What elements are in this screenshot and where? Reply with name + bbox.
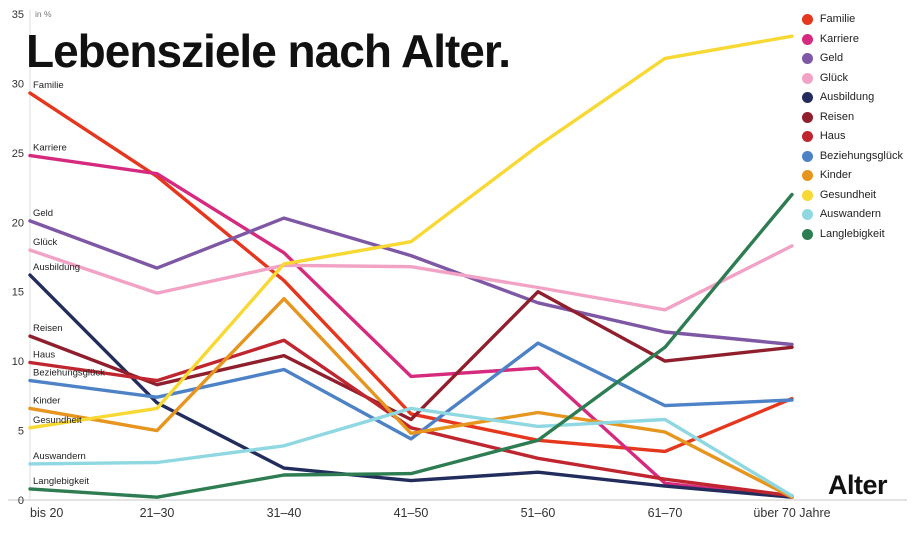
legend-item-auswandern: Auswandern	[801, 208, 903, 220]
legend-item-reisen: Reisen	[801, 110, 903, 123]
legend-item-familie: Familie	[801, 13, 903, 25]
legend-swatch-icon	[801, 170, 813, 181]
legend-label: Beziehungsglück	[819, 149, 903, 162]
y-axis-unit-label: in %	[35, 9, 52, 19]
y-tick-label: 5	[18, 426, 24, 438]
series-start-label-ausbildung: Ausbildung	[33, 262, 80, 273]
legend-item-langlebigkeit: Langlebigkeit	[801, 227, 903, 240]
series-start-label-geld: Geld	[33, 208, 53, 219]
series-start-label-kinder: Kinder	[33, 395, 60, 406]
series-start-label-gesundheit: Gesundheit	[33, 415, 82, 426]
y-tick-label: 35	[12, 9, 24, 21]
series-start-label-reisen: Reisen	[33, 323, 63, 334]
series-line-langlebigkeit	[28, 192, 794, 499]
legend-swatch-icon	[801, 150, 813, 162]
legend-label: Haus	[819, 130, 846, 142]
legend-swatch-icon	[801, 92, 813, 103]
series-line-gl-ck	[28, 244, 794, 312]
series-start-label-familie: Familie	[33, 80, 64, 91]
legend-swatch-icon	[801, 131, 813, 142]
y-tick-label: 15	[12, 287, 24, 299]
legend-label: Langlebigkeit	[819, 227, 885, 240]
series-start-label-karriere: Karriere	[33, 143, 67, 154]
series-line-auswandern	[28, 406, 794, 498]
x-tick-label: 61–70	[648, 506, 683, 520]
legend-item-gl-ck: Glück	[801, 71, 903, 84]
legend-label: Familie	[819, 13, 856, 25]
series-start-label-gl-ck: Glück	[33, 237, 58, 248]
legend-label: Gesundheit	[819, 188, 877, 201]
legend-item-gesundheit: Gesundheit	[801, 188, 903, 201]
page-title: Lebensziele nach Alter.	[26, 25, 511, 77]
series-line-beziehungsgl-ck	[28, 341, 794, 441]
legend-label: Kinder	[819, 169, 852, 181]
legend-label: Auswandern	[819, 208, 881, 220]
x-tick-label: bis 20	[30, 506, 63, 520]
legend-swatch-icon	[801, 53, 813, 64]
x-tick-label: 41–50	[394, 506, 429, 520]
series-line-reisen	[28, 290, 794, 422]
series-line-geld	[28, 216, 794, 347]
series-start-label-haus: Haus	[33, 350, 55, 361]
series-start-label-auswandern: Auswandern	[33, 451, 86, 462]
legend-swatch-icon	[801, 189, 813, 201]
legend-label: Geld	[819, 52, 844, 64]
legend-item-geld: Geld	[801, 52, 903, 64]
legend-item-haus: Haus	[801, 130, 903, 142]
x-tick-label: 31–40	[267, 506, 302, 520]
series-line-ausbildung	[28, 273, 794, 499]
legend-label: Ausbildung	[819, 91, 875, 103]
y-tick-label: 25	[12, 148, 24, 160]
y-tick-label: 20	[12, 217, 24, 229]
series-start-label-beziehungsgl-ck: Beziehungsglück	[33, 368, 105, 379]
series-line-kinder	[28, 297, 794, 499]
x-tick-label: 51–60	[521, 506, 556, 520]
series-line-gesundheit	[28, 34, 794, 430]
legend-item-beziehungsgl-ck: Beziehungsglück	[801, 149, 903, 162]
y-tick-label: 10	[12, 356, 24, 368]
y-tick-label: 30	[12, 78, 24, 90]
y-tick-label: 0	[18, 495, 24, 507]
legend: Familie Karriere Geld Glück Ausbildung Reisen…	[801, 13, 903, 240]
x-tick-label: über 70 Jahre	[753, 506, 830, 520]
legend-swatch-icon	[801, 14, 813, 25]
legend-item-ausbildung: Ausbildung	[801, 91, 903, 103]
x-tick-label: 21–30	[140, 506, 175, 520]
legend-item-kinder: Kinder	[801, 169, 903, 181]
series-line-haus	[28, 338, 794, 498]
legend-swatch-icon	[801, 111, 813, 123]
legend-swatch-icon	[801, 72, 813, 84]
legend-item-karriere: Karriere	[801, 32, 903, 45]
series-start-label-langlebigkeit: Langlebigkeit	[33, 476, 89, 487]
legend-label: Glück	[819, 71, 848, 84]
legend-swatch-icon	[801, 209, 813, 220]
legend-swatch-icon	[801, 228, 813, 240]
legend-label: Karriere	[819, 32, 859, 45]
legend-swatch-icon	[801, 33, 813, 45]
legend-label: Reisen	[819, 110, 855, 123]
series-line-familie	[28, 91, 794, 454]
x-axis-title: Alter	[827, 470, 888, 500]
series-line-karriere	[28, 153, 794, 499]
